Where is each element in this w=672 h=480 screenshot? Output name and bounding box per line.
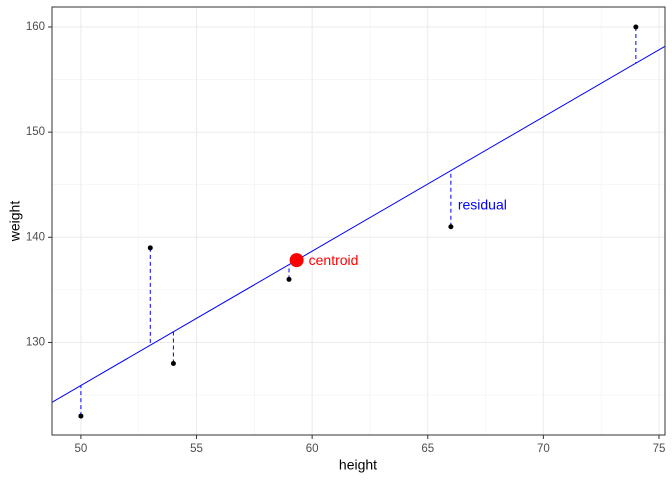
y-tick-label: 130 (26, 336, 45, 348)
x-tick-label: 60 (306, 443, 319, 455)
panel-border (51, 6, 666, 436)
point (147, 245, 153, 251)
y-axis-title: weight (7, 201, 23, 243)
point (286, 276, 292, 282)
point (633, 24, 639, 30)
x-tick-label: 70 (537, 443, 550, 455)
point (78, 413, 84, 419)
point (170, 360, 176, 366)
y-tick-label: 160 (26, 21, 45, 33)
x-tick-label: 50 (75, 443, 88, 455)
x-tick-label: 75 (653, 443, 666, 455)
regression-line (51, 45, 666, 403)
y-tick-label: 140 (26, 231, 45, 243)
panel (52, 7, 665, 435)
x-tick-label: 65 (421, 443, 434, 455)
centroid (289, 253, 304, 268)
centroid-label: centroid (309, 252, 359, 268)
annotation: residual (458, 196, 507, 212)
y-tick-label: 150 (26, 126, 45, 138)
point (448, 224, 454, 230)
x-axis-title: height (339, 457, 377, 473)
x-tick-label: 55 (190, 443, 203, 455)
